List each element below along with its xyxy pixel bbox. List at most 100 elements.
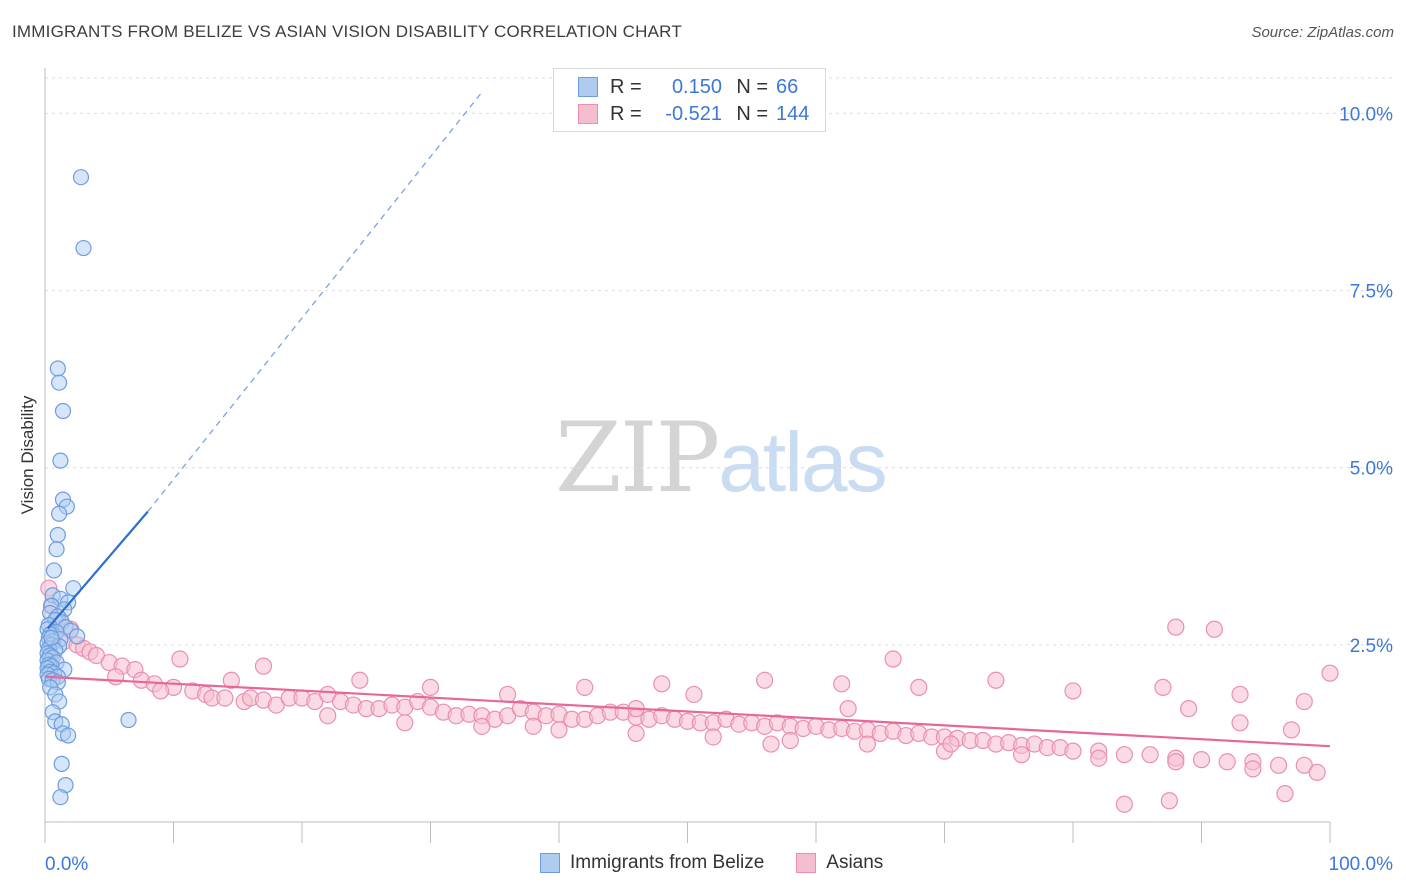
asians-point — [319, 707, 337, 725]
series-swatch-blue — [540, 853, 560, 873]
source-label: Source: ZipAtlas.com — [1251, 24, 1394, 41]
asians-point — [396, 714, 414, 732]
asians-point — [1167, 753, 1185, 771]
asians-point — [755, 671, 774, 689]
asians-point — [1269, 756, 1288, 774]
asians-point — [762, 735, 780, 753]
series-label-asians: Asians — [826, 852, 884, 873]
belize-point — [49, 360, 66, 377]
correlation-legend: R = 0.150 N = 66 R = -0.521 N = 144 — [553, 68, 826, 132]
asians-point — [1321, 664, 1339, 682]
belize-trendline-extension — [147, 91, 483, 513]
asians-point — [1141, 746, 1159, 764]
belize-point — [53, 755, 70, 772]
asians-point — [351, 671, 369, 689]
y-tick-label: 2.5% — [1350, 636, 1393, 657]
asians-point — [254, 657, 273, 675]
asians-point — [942, 735, 960, 753]
belize-point — [45, 562, 63, 579]
asians-point — [1090, 749, 1108, 767]
legend-row-belize: R = 0.150 N = 66 — [578, 74, 798, 100]
belize-point — [120, 711, 137, 729]
asians-point — [858, 735, 877, 753]
asians-point — [171, 650, 189, 668]
asians-point — [550, 721, 568, 739]
belize-point — [49, 526, 66, 544]
belize-point — [51, 374, 68, 391]
series-legend-asians[interactable]: Asians — [796, 852, 883, 874]
legend-n-value: 144 — [776, 102, 810, 125]
legend-r-label: R = — [610, 102, 642, 125]
series-legend-belize[interactable]: Immigrants from Belize — [540, 852, 764, 874]
belize-point — [43, 629, 60, 646]
legend-swatch-pink — [578, 104, 598, 124]
asians-point — [216, 689, 234, 707]
asians-trendline — [44, 675, 1331, 748]
series-label-belize: Immigrants from Belize — [570, 852, 765, 873]
asians-point — [1064, 682, 1082, 700]
asians-point — [1012, 746, 1031, 764]
asians-point — [1205, 620, 1223, 638]
asians-point — [781, 731, 799, 750]
belize-point — [60, 727, 77, 744]
asians-point — [1276, 785, 1294, 803]
asians-point — [704, 728, 722, 746]
legend-n-label: N = — [736, 75, 768, 98]
legend-r-value: -0.521 — [665, 102, 722, 125]
asians-point — [1282, 721, 1301, 739]
series-legend: Immigrants from Belize Asians — [540, 852, 915, 874]
asians-point — [839, 700, 857, 718]
asians-point — [833, 675, 851, 693]
asians-point — [1192, 751, 1211, 769]
asians-point — [524, 717, 542, 735]
belize-point — [72, 169, 90, 186]
belize-point — [52, 789, 69, 806]
x-tick-label: 0.0% — [45, 854, 88, 875]
legend-r-label: R = — [610, 75, 642, 98]
asians-point — [653, 675, 671, 693]
asians-point — [987, 671, 1005, 689]
belize-point — [51, 505, 68, 522]
y-tick-label: 10.0% — [1339, 104, 1393, 125]
asians-point — [910, 678, 928, 696]
legend-swatch-blue — [578, 77, 598, 97]
asians-point — [627, 724, 645, 743]
asians-point — [1160, 792, 1178, 810]
legend-r-value: 0.150 — [671, 75, 722, 98]
belize-point — [75, 239, 92, 257]
legend-n-label: N = — [736, 102, 768, 125]
asians-point — [1244, 760, 1262, 778]
asians-point — [685, 685, 703, 704]
belize-point — [52, 452, 69, 469]
asians-point — [1167, 618, 1185, 636]
asians-point — [576, 678, 594, 696]
asians-point — [1180, 700, 1198, 718]
belize-trendline — [46, 510, 149, 630]
belize-point — [48, 541, 65, 558]
legend-n-value: 66 — [776, 75, 799, 98]
asians-point — [1154, 678, 1172, 696]
asians-point — [1231, 685, 1249, 704]
legend-row-asians: R = -0.521 N = 144 — [578, 101, 809, 127]
y-tick-label: 5.0% — [1350, 459, 1393, 480]
asians-point — [1064, 742, 1082, 760]
asians-point — [107, 668, 125, 686]
asians-point — [499, 685, 517, 704]
asians-point — [222, 671, 240, 689]
asians-point — [473, 717, 491, 735]
asians-point — [152, 682, 170, 700]
y-tick-label: 7.5% — [1350, 282, 1393, 303]
asians-point — [421, 678, 440, 696]
asians-point — [1218, 753, 1236, 771]
asians-point — [1115, 795, 1134, 813]
asians-point — [884, 650, 902, 668]
belize-point — [69, 628, 86, 645]
asians-point — [1295, 692, 1313, 711]
x-tick-label: 100.0% — [1329, 854, 1394, 875]
series-swatch-pink — [796, 853, 817, 873]
asians-point — [1231, 714, 1249, 732]
belize-point — [54, 402, 72, 420]
asians-point — [1308, 763, 1326, 782]
chart-title: IMMIGRANTS FROM BELIZE VS ASIAN VISION D… — [12, 22, 682, 41]
